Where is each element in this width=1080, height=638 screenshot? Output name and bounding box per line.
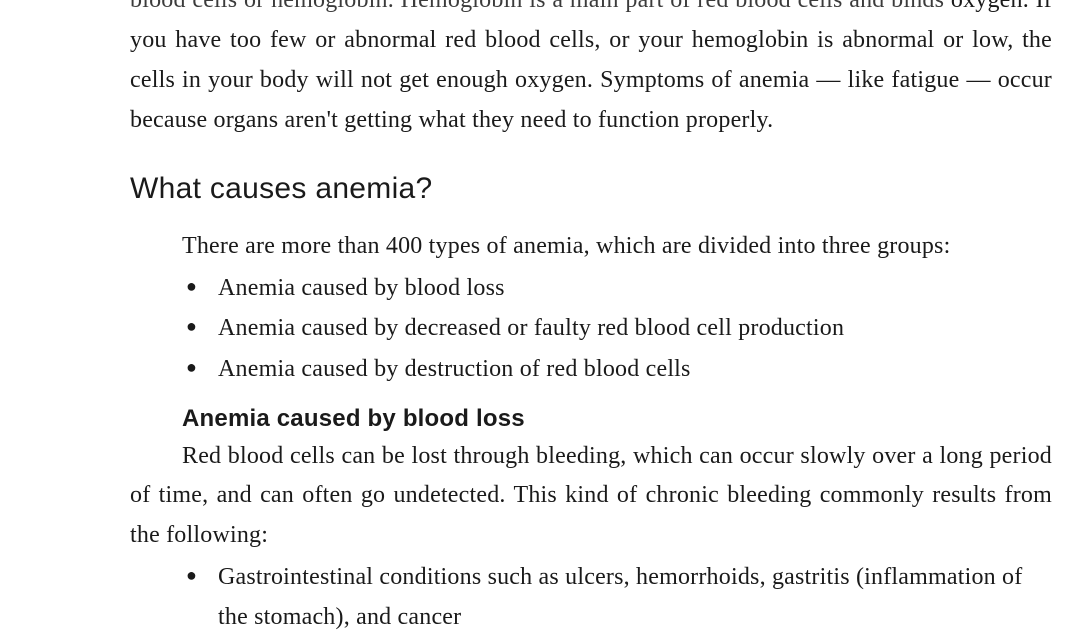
list-item: Anemia caused by destruction of red bloo… bbox=[186, 349, 1052, 389]
cutoff-text: blood cells or hemoglobin. Hemoglobin is… bbox=[130, 0, 944, 13]
intro-body: oxygen. If you have too few or abnormal … bbox=[130, 0, 1052, 133]
list-item: Anemia caused by decreased or faulty red… bbox=[186, 308, 1052, 348]
subsection-heading: Anemia caused by blood loss bbox=[182, 405, 1052, 433]
subsection-paragraph: Red blood cells can be lost through blee… bbox=[130, 437, 1052, 556]
document-content: blood cells or hemoglobin. Hemoglobin is… bbox=[0, 0, 1080, 638]
list-item: Anemia caused by blood loss bbox=[186, 268, 1052, 308]
section-heading: What causes anemia? bbox=[130, 172, 1052, 206]
types-intro: There are more than 400 types of anemia,… bbox=[130, 226, 1052, 266]
list-item: Gastrointestinal conditions such as ulce… bbox=[186, 557, 1052, 637]
causes-bullet-list: Gastrointestinal conditions such as ulce… bbox=[130, 557, 1052, 637]
types-bullet-list: Anemia caused by blood loss Anemia cause… bbox=[130, 268, 1052, 388]
intro-paragraph: blood cells or hemoglobin. Hemoglobin is… bbox=[130, 0, 1052, 140]
